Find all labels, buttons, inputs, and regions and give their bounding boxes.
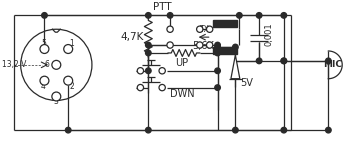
Circle shape	[21, 29, 92, 100]
Circle shape	[64, 45, 73, 54]
Circle shape	[215, 85, 220, 90]
Text: 1: 1	[69, 39, 74, 48]
Text: 13,2 V: 13,2 V	[2, 60, 26, 69]
Text: 5V: 5V	[240, 78, 253, 88]
Text: MIC: MIC	[323, 60, 342, 69]
Circle shape	[65, 127, 71, 133]
Circle shape	[215, 44, 220, 50]
Text: 6: 6	[44, 60, 49, 69]
Text: 2: 2	[69, 82, 74, 91]
Circle shape	[215, 42, 220, 48]
Circle shape	[167, 26, 173, 32]
Circle shape	[40, 76, 49, 85]
Circle shape	[146, 127, 151, 133]
Circle shape	[146, 13, 151, 18]
Text: 3: 3	[54, 98, 59, 106]
Circle shape	[326, 127, 331, 133]
Text: UP: UP	[175, 58, 189, 68]
FancyBboxPatch shape	[213, 47, 237, 54]
Circle shape	[326, 58, 331, 64]
Text: DWN: DWN	[170, 89, 194, 99]
Circle shape	[207, 42, 213, 48]
Circle shape	[197, 42, 203, 48]
Circle shape	[233, 44, 238, 50]
Circle shape	[42, 13, 47, 18]
Circle shape	[167, 13, 173, 18]
Circle shape	[256, 58, 262, 64]
Text: 0,001: 0,001	[264, 22, 273, 46]
Circle shape	[215, 50, 220, 56]
Circle shape	[64, 76, 73, 85]
Text: 5: 5	[41, 39, 46, 48]
Circle shape	[137, 68, 143, 74]
Circle shape	[159, 68, 165, 74]
Polygon shape	[231, 55, 240, 79]
Circle shape	[137, 84, 143, 91]
Text: TX: TX	[200, 25, 210, 34]
Circle shape	[236, 13, 242, 18]
Circle shape	[256, 13, 262, 18]
Circle shape	[40, 45, 49, 54]
Circle shape	[52, 92, 61, 101]
Circle shape	[146, 68, 151, 74]
Circle shape	[281, 13, 286, 18]
Circle shape	[167, 42, 173, 48]
FancyBboxPatch shape	[213, 20, 237, 27]
Circle shape	[146, 50, 151, 56]
Text: 4,7K: 4,7K	[120, 32, 143, 42]
Circle shape	[281, 127, 286, 133]
Circle shape	[215, 68, 220, 74]
Text: PTT: PTT	[153, 2, 171, 12]
Circle shape	[281, 58, 286, 64]
Text: 5,6K: 5,6K	[192, 41, 214, 51]
Circle shape	[281, 58, 286, 64]
Text: 4: 4	[41, 82, 46, 91]
Circle shape	[146, 42, 151, 48]
Circle shape	[52, 60, 61, 69]
Circle shape	[197, 26, 203, 32]
Circle shape	[159, 84, 165, 91]
Circle shape	[233, 127, 238, 133]
Circle shape	[207, 26, 213, 32]
